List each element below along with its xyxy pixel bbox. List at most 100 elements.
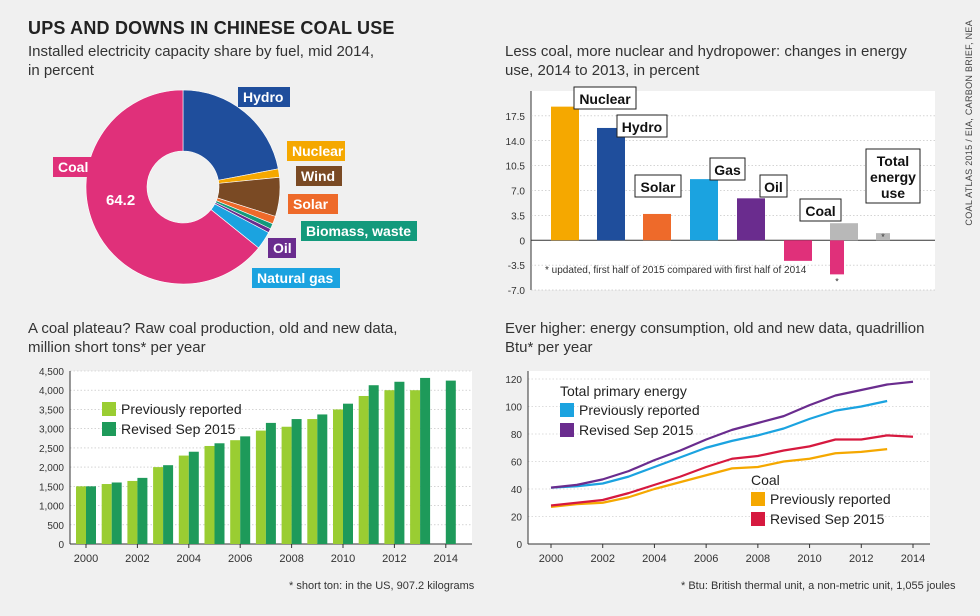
consumption-legend-group-coal: Coal: [751, 472, 780, 488]
bars-y-tick-label: 7.0: [511, 187, 525, 198]
page-title: UPS AND DOWNS IN CHINESE COAL USE: [28, 18, 395, 38]
consumption-line-total-primary-energy-previously-reported: [550, 399, 888, 489]
consumption-x-tick-label: 2004: [642, 553, 666, 565]
production-bar-previously-reported-2010: [333, 409, 343, 544]
consumption-legend-coal-revised-sep-2015: Revised Sep 2015: [770, 511, 885, 527]
production-y-tick-label: 4,000: [39, 386, 64, 397]
bars-label-box-oil: [759, 174, 788, 198]
pie-label-box-wind: [296, 166, 342, 186]
bars-label-box-hydro: [616, 114, 668, 138]
production-legend-revised-sep-2015: Revised Sep 2015: [121, 421, 236, 437]
production-y-tick-label: 1,500: [39, 482, 64, 493]
production-bar-revised-sep-2015-2000: [86, 486, 96, 544]
pie-label-box-coal: [53, 157, 95, 177]
consumption-x-tick-label: 2008: [746, 553, 770, 565]
production-legend-swatch-revised-sep-2015: [102, 422, 116, 436]
bars-y-tick-label: -3.5: [508, 261, 526, 272]
production-x-tick-label: 2008: [279, 553, 303, 565]
bar-oil: [737, 198, 765, 241]
bars-label-nuclear: Nuclear: [579, 91, 631, 107]
production-x-tick-label: 2014: [434, 553, 458, 565]
bar-updated-total-energy-use: [876, 233, 890, 241]
production-x-tick-label: 2004: [177, 553, 201, 565]
production-bar-previously-reported-2003: [153, 467, 164, 544]
consumption-y-tick-label: 100: [505, 403, 522, 414]
production-bar-previously-reported-2009: [307, 419, 318, 544]
consumption-plot-area: [528, 371, 930, 544]
bar-hydro: [597, 127, 625, 241]
pie-label-hydro: Hydro: [243, 89, 283, 105]
bars-label-total-energy-use: use: [881, 185, 905, 201]
production-bar-previously-reported-2000: [76, 486, 86, 544]
pie-label-solar: Solar: [293, 196, 329, 212]
production-y-tick-label: 3,500: [39, 405, 64, 416]
production-x-tick-label: 2006: [228, 553, 252, 565]
pie-label-natural-gas: Natural gas: [257, 270, 333, 286]
production-bar-revised-sep-2015-2006: [240, 436, 251, 544]
consumption-y-tick-label: 40: [511, 485, 523, 496]
production-x-tick-label: 2012: [382, 553, 406, 565]
production-bar-previously-reported-2011: [358, 395, 369, 544]
production-legend-previously-reported: Previously reported: [121, 401, 242, 417]
pie-label-box-solar: [288, 194, 338, 214]
bars-y-tick-label: -7.0: [508, 286, 526, 297]
consumption-x-tick-label: 2006: [694, 553, 718, 565]
pie-center-value: 64.2: [106, 192, 135, 209]
bars-y-tick-label: 10.5: [506, 162, 526, 173]
bar-gas: [690, 179, 718, 241]
production-bar-revised-sep-2015-2004: [188, 451, 199, 544]
consumption-x-tick-label: 2010: [797, 553, 821, 565]
production-y-tick-label: 1,000: [39, 502, 64, 513]
consumption-legend-total-primary-energy-revised-sep-2015: Revised Sep 2015: [579, 422, 694, 438]
production-bar-revised-sep-2015-2008: [291, 419, 302, 544]
pie-label-coal: Coal: [58, 159, 88, 175]
bar-updated-star: *: [881, 232, 885, 242]
bar-solar: [643, 213, 671, 241]
pie-label-box-natural-gas: [252, 268, 340, 288]
bar-total-energy-use: [830, 223, 858, 241]
production-bar-revised-sep-2015-2003: [163, 465, 174, 544]
bar-nuclear: [551, 106, 579, 241]
consumption-line-coal-revised-sep-2015: [550, 434, 914, 507]
bars-footnote: * updated, first half of 2015 compared w…: [545, 265, 807, 276]
pie-subtitle: Installed electricity capacity share by …: [28, 43, 375, 79]
consumption-x-tick-label: 2014: [901, 553, 925, 565]
bars-label-hydro: Hydro: [622, 119, 662, 135]
production-x-tick-label: 2000: [74, 553, 98, 565]
consumption-line-total-primary-energy-revised-sep-2015: [550, 380, 914, 489]
pie-slice-coal: [85, 89, 259, 285]
production-bar-previously-reported-2007: [255, 430, 266, 544]
consumption-y-tick-label: 60: [511, 458, 523, 469]
pie-label-box-oil: [268, 238, 296, 258]
production-bar-revised-sep-2015-2005: [214, 443, 225, 544]
bars-label-box-total-energy-use: [865, 148, 921, 204]
consumption-legend-swatch-total-primary-energy-revised-sep-2015: [560, 423, 574, 437]
production-bar-previously-reported-2001: [101, 484, 112, 544]
production-bar-previously-reported-2008: [281, 426, 292, 544]
bars-label-solar: Solar: [640, 179, 676, 195]
consumption-x-tick-label: 2012: [849, 553, 873, 565]
production-bar-previously-reported-2004: [178, 455, 189, 544]
bars-y-tick-label: 17.5: [506, 112, 526, 123]
production-y-tick-label: 2,000: [39, 463, 64, 474]
consumption-legend-swatch-coal-previously-reported: [751, 492, 765, 506]
pie-label-box-nuclear: [287, 141, 345, 161]
pie-slice-hydro: [182, 89, 279, 181]
production-bar-revised-sep-2015-2001: [111, 482, 122, 544]
consumption-legend-group-total: Total primary energy: [560, 383, 687, 399]
production-bar-revised-sep-2015-2007: [265, 422, 276, 544]
production-subtitle: A coal plateau? Raw coal production, old…: [28, 320, 398, 356]
production-bar-revised-sep-2015-2014: [445, 380, 456, 544]
production-y-tick-label: 0: [58, 540, 64, 551]
consumption-footnote: * Btu: British thermal unit, a non-metri…: [681, 580, 956, 592]
consumption-line-coal-previously-reported: [550, 448, 888, 508]
production-x-tick-label: 2002: [125, 553, 149, 565]
consumption-legend-coal-previously-reported: Previously reported: [770, 491, 891, 507]
bars-label-box-gas: [709, 157, 746, 181]
pie-label-box-hydro: [238, 87, 290, 107]
production-y-tick-label: 500: [47, 521, 64, 532]
production-bar-revised-sep-2015-2012: [394, 381, 405, 544]
production-bar-revised-sep-2015-2013: [420, 377, 431, 544]
